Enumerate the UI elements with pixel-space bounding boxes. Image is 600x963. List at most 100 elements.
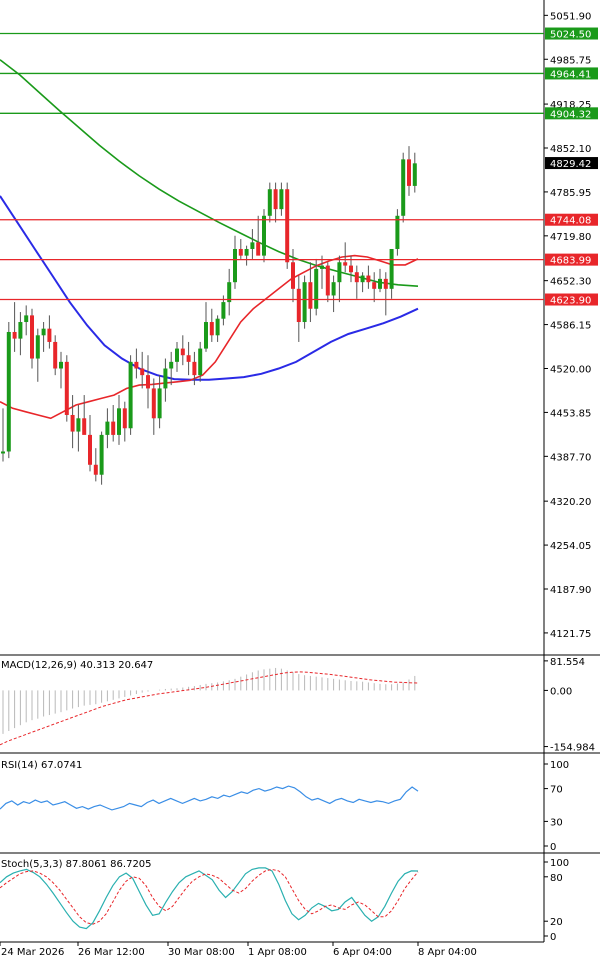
candle-body xyxy=(24,315,29,323)
candle-body xyxy=(349,265,353,273)
candle-body xyxy=(279,189,284,210)
time-tick-label: 30 Mar 08:00 xyxy=(168,947,235,958)
price-tick-label: 5051.90 xyxy=(550,11,591,22)
price-tick-label: 4387.70 xyxy=(550,452,591,463)
candle-body xyxy=(308,282,313,309)
candle-body xyxy=(314,268,319,309)
current-price-badge xyxy=(545,157,598,170)
candle-body xyxy=(93,464,98,475)
price-tick-label: 4320.20 xyxy=(550,497,591,508)
candle-body xyxy=(157,388,162,419)
rsi-label: RSI(14) 67.0741 xyxy=(1,760,82,771)
time-tick-label: 1 Apr 08:00 xyxy=(248,947,307,958)
candle-body xyxy=(76,418,81,432)
rsi-line xyxy=(0,785,419,811)
price-tick-label: 4187.90 xyxy=(550,585,591,596)
candle-body xyxy=(169,361,174,369)
candle-body xyxy=(209,322,214,336)
candle-body xyxy=(134,361,139,369)
level-badge xyxy=(545,67,598,80)
candle-body xyxy=(6,331,11,452)
candle-body xyxy=(35,335,40,359)
rsi-tick-label: 30 xyxy=(550,817,563,828)
price-tick-label: 4719.80 xyxy=(550,232,591,243)
candle-body xyxy=(331,282,336,296)
candle-body xyxy=(383,278,388,289)
candle-body xyxy=(53,341,58,369)
level-badge xyxy=(545,293,598,306)
candle-body xyxy=(227,282,232,303)
candle-body xyxy=(151,388,156,419)
ma-blue-line xyxy=(0,195,419,381)
level-badge-label: 4964.41 xyxy=(550,69,591,80)
candle-body xyxy=(378,278,382,289)
candle-body xyxy=(401,159,406,216)
candle-body xyxy=(122,408,127,429)
candle-body xyxy=(221,302,226,319)
level-badge-label: 5024.50 xyxy=(550,30,591,41)
candle-body xyxy=(186,355,191,362)
level-badge-label: 4744.08 xyxy=(550,216,591,227)
macd-tick-label: 0.00 xyxy=(550,686,572,697)
price-tick-label: 4453.85 xyxy=(550,408,591,419)
price-tick-label: 4121.75 xyxy=(550,629,591,640)
candle-body xyxy=(59,361,63,369)
candle-body xyxy=(99,434,104,475)
candle-body xyxy=(12,331,17,339)
stoch-label: Stoch(5,3,3) 87.8061 86.7205 xyxy=(1,859,152,870)
stoch-k-line xyxy=(0,867,419,930)
price-tick-label: 4785.95 xyxy=(550,188,591,199)
time-tick-label: 24 Mar 2026 xyxy=(1,947,64,958)
candle-body xyxy=(291,262,295,289)
candle-body xyxy=(412,163,417,186)
candle-body xyxy=(302,282,307,323)
candle-body xyxy=(325,265,330,296)
level-badge-label: 4904.32 xyxy=(550,109,591,120)
candle-body xyxy=(117,408,121,435)
candle-body xyxy=(395,215,400,249)
candle-body xyxy=(285,189,290,263)
candle-body xyxy=(146,375,150,389)
candle-body xyxy=(296,288,301,323)
candle-body xyxy=(262,215,266,256)
level-badge-label: 4683.99 xyxy=(550,256,591,267)
candle-body xyxy=(198,348,203,376)
stoch-tick-label: 100 xyxy=(550,858,569,869)
candle-body xyxy=(111,421,116,435)
candle-body xyxy=(105,421,110,435)
candle-body xyxy=(204,322,208,349)
rsi-tick-label: 70 xyxy=(550,785,563,796)
rsi-tick-label: 100 xyxy=(550,760,569,771)
candle-body xyxy=(250,242,255,249)
macd-tick-label: 81.554 xyxy=(550,657,585,668)
price-tick-label: 4985.75 xyxy=(550,55,591,66)
time-tick-label: 6 Apr 04:00 xyxy=(333,947,392,958)
candle-body xyxy=(320,265,324,269)
candle-body xyxy=(64,361,69,415)
level-badge-label: 4623.90 xyxy=(550,296,591,307)
candle-body xyxy=(47,328,52,342)
time-tick-label: 8 Apr 04:00 xyxy=(418,947,477,958)
price-tick-label: 4520.00 xyxy=(550,364,591,375)
candle-body xyxy=(256,242,261,256)
candle-body xyxy=(372,282,377,289)
candle-body xyxy=(163,368,168,389)
candle-body xyxy=(180,348,185,356)
macd-tick-label: -154.984 xyxy=(550,743,595,754)
candle-body xyxy=(18,322,23,339)
candle-body xyxy=(175,348,179,362)
price-tick-label: 4254.05 xyxy=(550,541,591,552)
candle-body xyxy=(128,361,133,429)
stoch-tick-label: 20 xyxy=(550,917,563,928)
candle-body xyxy=(192,361,197,376)
price-tick-label: 4918.25 xyxy=(550,100,591,111)
level-badge xyxy=(545,213,598,226)
stoch-d-line xyxy=(0,868,419,925)
stoch-tick-label: 0 xyxy=(550,932,556,943)
candle-body xyxy=(273,189,278,210)
level-badge xyxy=(545,253,598,266)
candle-body xyxy=(354,272,359,283)
macd-label: MACD(12,26,9) 40.313 20.647 xyxy=(1,660,153,671)
ma-green-line xyxy=(0,59,419,287)
